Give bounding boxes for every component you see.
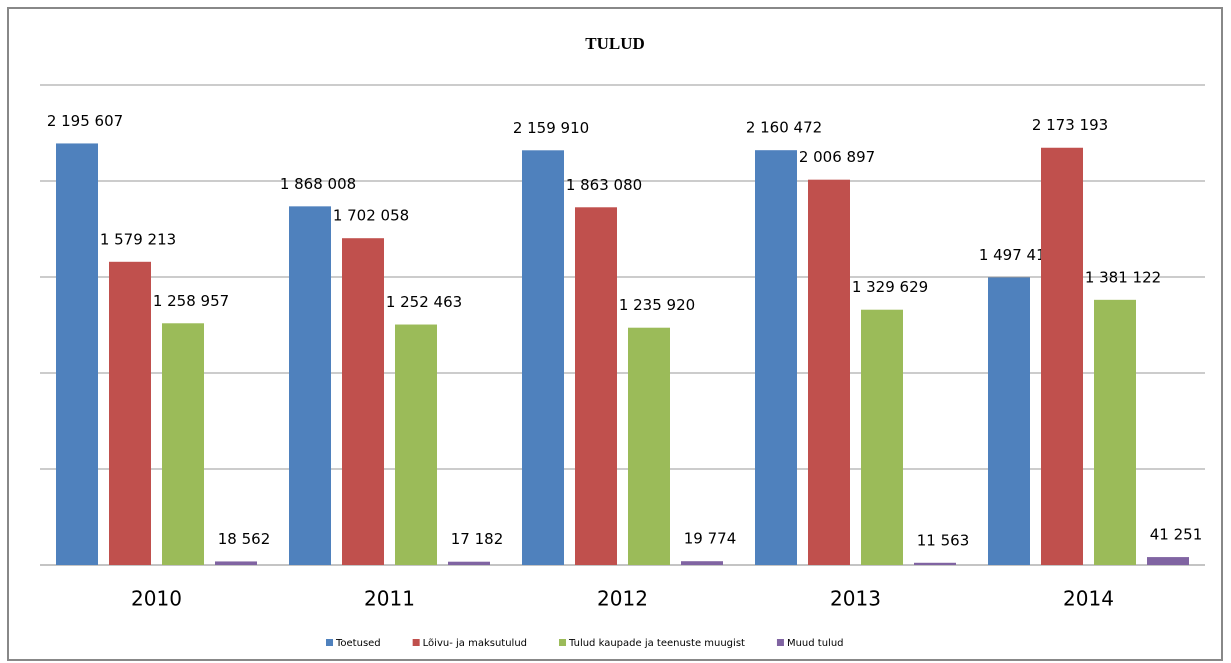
data-label: 2 160 472 xyxy=(746,119,822,137)
bar xyxy=(914,562,956,565)
legend-swatch xyxy=(559,639,567,646)
bar xyxy=(1147,557,1189,565)
data-label: 2 173 193 xyxy=(1032,116,1108,134)
legend-swatch xyxy=(326,639,333,646)
bar xyxy=(56,143,98,565)
data-label: 1 497 418 xyxy=(979,246,1055,264)
bar xyxy=(162,323,204,565)
data-label: 2 159 910 xyxy=(513,119,589,137)
bar xyxy=(628,327,670,565)
bar xyxy=(109,261,151,565)
legend-swatch xyxy=(776,639,784,646)
legend-label: Toetused xyxy=(335,638,381,649)
data-label: 1 381 122 xyxy=(1085,268,1161,286)
x-tick-label: 2013 xyxy=(830,587,881,611)
bar xyxy=(575,207,617,565)
data-label: 11 563 xyxy=(917,531,970,549)
data-label: 2 006 897 xyxy=(799,148,875,166)
x-tick-label: 2011 xyxy=(364,587,415,611)
data-label: 1 863 080 xyxy=(566,176,642,194)
data-label: 17 182 xyxy=(451,530,504,548)
bar xyxy=(1094,299,1136,565)
data-label: 1 702 058 xyxy=(333,207,409,225)
bar xyxy=(448,561,490,565)
bar xyxy=(522,150,564,565)
data-label: 1 579 213 xyxy=(100,230,176,248)
bar xyxy=(861,309,903,565)
bar xyxy=(681,561,723,565)
x-tick-label: 2012 xyxy=(597,587,648,611)
bar xyxy=(215,561,257,565)
x-tick-label: 2010 xyxy=(131,587,182,611)
data-label: 1 868 008 xyxy=(280,175,356,193)
bar xyxy=(1041,147,1083,565)
data-label: 18 562 xyxy=(218,530,271,548)
data-label: 1 235 920 xyxy=(619,296,695,314)
data-label: 1 329 629 xyxy=(852,278,928,296)
bar xyxy=(342,238,384,565)
legend-label: Muud tulud xyxy=(787,638,844,649)
data-label: 1 252 463 xyxy=(386,293,462,311)
bar xyxy=(988,277,1030,565)
legend-label: Lõivu- ja maksutulud xyxy=(423,638,527,649)
chart-title: TULUD xyxy=(585,34,645,53)
bar xyxy=(808,179,850,565)
legend-label: Tulud kaupade ja teenuste muugist xyxy=(568,638,745,649)
bar xyxy=(289,206,331,565)
data-label: 2 195 607 xyxy=(47,112,123,130)
data-label: 1 258 957 xyxy=(153,292,229,310)
x-tick-label: 2014 xyxy=(1063,587,1114,611)
bar xyxy=(395,324,437,565)
data-label: 41 251 xyxy=(1150,526,1203,544)
bar xyxy=(755,150,797,565)
data-label: 19 774 xyxy=(684,530,737,548)
legend-swatch xyxy=(412,639,420,646)
